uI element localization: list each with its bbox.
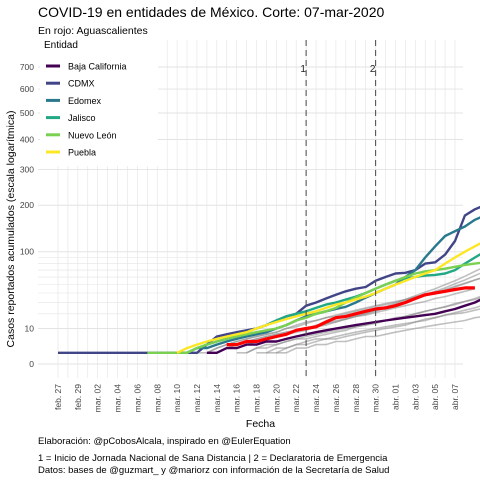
background-series-lines xyxy=(197,268,480,354)
reference-vline-label: 2 xyxy=(370,64,376,75)
legend-label: Jalisco xyxy=(68,113,96,123)
background-series-line xyxy=(216,268,480,354)
x-tick-label: mar. 02 xyxy=(93,384,103,413)
x-tick-label: mar. 20 xyxy=(271,384,281,413)
x-axis-title: Fecha xyxy=(246,418,275,430)
x-tick-label: mar. 22 xyxy=(291,384,301,413)
y-tick-label: 400 xyxy=(20,134,34,144)
series-line xyxy=(177,216,480,354)
x-tick-label: abr. 01 xyxy=(390,384,400,410)
x-tick-label: mar. 10 xyxy=(172,384,182,413)
y-tick-label: 10 xyxy=(25,324,35,334)
x-tick-label: mar. 08 xyxy=(152,384,162,413)
x-tick-label: mar. 30 xyxy=(371,384,381,413)
y-axis-title: Casos reportados acumulados (escala loga… xyxy=(5,111,17,348)
caption-notes: 1 = Inicio de Jornada Nacional de Sana D… xyxy=(38,453,388,464)
chart-subtitle: En rojo: Aguascalientes xyxy=(38,25,148,37)
x-tick-label: mar. 28 xyxy=(351,384,361,413)
legend-label: Baja California xyxy=(68,62,127,72)
caption-credit: Elaboración: @pCobosAlcala, inspirado en… xyxy=(38,436,291,447)
highlight-series-line xyxy=(226,286,475,347)
legend-title: Entidad xyxy=(44,40,78,51)
y-tick-label: 200 xyxy=(20,200,34,210)
chart-axes: 0 10 100 200 300 400 500 600 700 feb. 27 feb. 29 ma… xyxy=(5,62,460,430)
background-series-line xyxy=(266,308,480,354)
caption-source: Datos: bases de @guzmart_ y @mariorz con… xyxy=(38,465,390,476)
legend-label: CDMX xyxy=(68,79,95,89)
x-tick-label: feb. 29 xyxy=(73,384,83,410)
x-tick-label: feb. 27 xyxy=(53,384,63,410)
x-tick-label: mar. 06 xyxy=(132,384,142,413)
reference-vline-label: 1 xyxy=(300,64,306,75)
background-series-line xyxy=(276,316,480,354)
legend-label: Puebla xyxy=(68,148,96,158)
x-tick-label: mar. 26 xyxy=(331,384,341,413)
y-tick-label: 500 xyxy=(20,108,34,118)
x-tick-label: mar. 16 xyxy=(232,384,242,413)
x-tick-label: abr. 03 xyxy=(410,384,420,410)
legend-label: Edomex xyxy=(68,96,102,106)
y-tick-label: 300 xyxy=(20,165,34,175)
x-tick-label: abr. 05 xyxy=(430,384,440,410)
y-tick-label: 600 xyxy=(20,84,34,94)
chart-title: COVID-19 en entidades de México. Corte: … xyxy=(38,4,385,20)
x-tick-label: mar. 24 xyxy=(311,384,321,413)
chart-legend: Entidad Baja California CDMX Edomex Jalisco N… xyxy=(40,38,158,166)
y-tick-label: 700 xyxy=(20,62,34,72)
legend-background xyxy=(40,38,158,166)
legend-label: Nuevo León xyxy=(68,130,117,140)
series-line xyxy=(176,242,480,354)
x-tick-label: mar. 18 xyxy=(252,384,262,413)
x-tick-label: mar. 04 xyxy=(113,384,123,413)
y-tick-label: 100 xyxy=(20,247,34,257)
y-tick-label: 0 xyxy=(29,359,34,369)
x-tick-label: abr. 07 xyxy=(450,384,460,410)
highlight-line-aguascalientes xyxy=(226,286,475,347)
background-series-line xyxy=(246,297,480,354)
x-tick-label: mar. 12 xyxy=(192,384,202,413)
x-tick-label: mar. 14 xyxy=(212,384,222,413)
